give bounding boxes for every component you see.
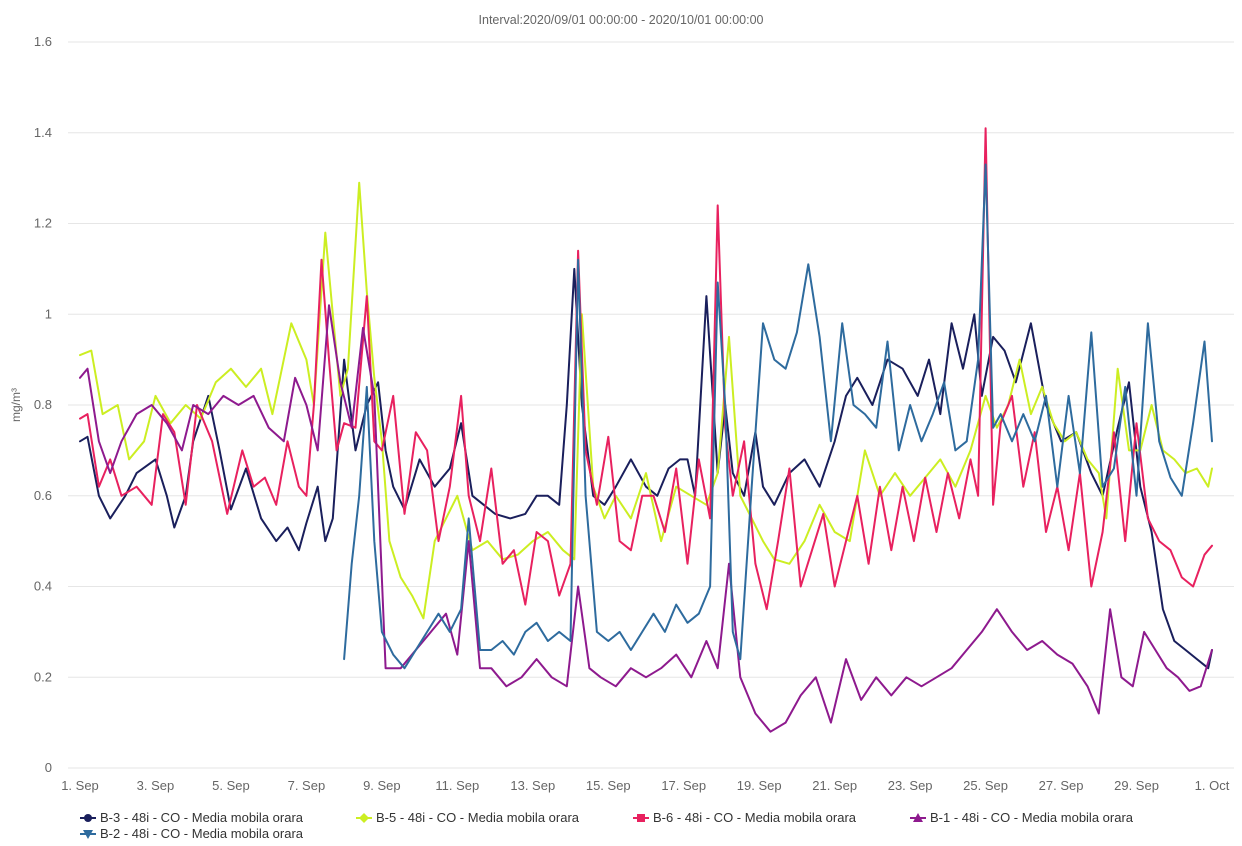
x-tick-label: 3. Sep [137,778,175,793]
legend-item-1[interactable]: B-3 - 48i - CO - Media mobila orara [80,810,304,825]
x-tick-label: 9. Sep [363,778,401,793]
y-tick-label: 1.6 [34,34,52,49]
legend-label: B-5 - 48i - CO - Media mobila orara [376,810,580,825]
x-tick-label: 1. Sep [61,778,99,793]
series-lines [79,127,1213,733]
y-tick-label: 1 [45,306,52,321]
x-tick-label: 29. Sep [1114,778,1159,793]
x-tick-label: 25. Sep [963,778,1008,793]
legend-item-2[interactable]: B-5 - 48i - CO - Media mobila orara [356,810,580,825]
legend-marker-triangle [913,813,923,822]
legend-marker-diamond [359,813,369,823]
legend-marker-circle [84,814,92,822]
series-line-5 [343,163,1213,670]
x-tick-label: 23. Sep [888,778,933,793]
x-tick-label: 1. Oct [1195,778,1230,793]
x-tick-label: 21. Sep [812,778,857,793]
x-tick-label: 15. Sep [586,778,631,793]
x-axis-ticks: 1. Sep 3. Sep 5. Sep 7. Sep 9. Sep 11. Sep 13.… [61,778,1230,793]
x-tick-label: 13. Sep [510,778,555,793]
series-line-1 [79,267,1213,670]
x-tick-label: 5. Sep [212,778,250,793]
series-line-2 [79,181,1213,620]
legend-label: B-1 - 48i - CO - Media mobila orara [930,810,1134,825]
x-tick-label: 27. Sep [1039,778,1084,793]
series-line-4 [79,304,1213,733]
y-axis-label: mg/m³ [9,388,23,422]
y-tick-label: 0.4 [34,579,52,594]
y-axis-ticks: 0 0.2 0.4 0.6 0.8 1 1.2 1.4 1.6 [34,34,52,775]
legend-label: B-2 - 48i - CO - Media mobila orara [100,826,304,841]
gridlines [68,41,1234,769]
x-tick-label: 17. Sep [661,778,706,793]
y-tick-label: 0.8 [34,397,52,412]
y-tick-label: 0.2 [34,669,52,684]
legend-marker-square [637,814,645,822]
y-tick-label: 0 [45,760,52,775]
legend[interactable]: B-3 - 48i - CO - Media mobila orara B-5 -… [80,810,1134,841]
y-tick-label: 1.2 [34,216,52,231]
x-tick-label: 11. Sep [435,778,479,793]
chart-title: Interval:2020/09/01 00:00:00 - 2020/10/0… [479,13,764,27]
y-tick-label: 0.6 [34,488,52,503]
x-tick-label: 7. Sep [288,778,326,793]
y-tick-label: 1.4 [34,125,52,140]
legend-item-5[interactable]: B-2 - 48i - CO - Media mobila orara [80,826,304,841]
legend-item-3[interactable]: B-6 - 48i - CO - Media mobila orara [633,810,857,825]
legend-marker-triangle-down [83,830,93,839]
legend-label: B-6 - 48i - CO - Media mobila orara [653,810,857,825]
x-tick-label: 19. Sep [737,778,782,793]
series-line-3 [79,127,1213,611]
legend-label: B-3 - 48i - CO - Media mobila orara [100,810,304,825]
legend-item-4[interactable]: B-1 - 48i - CO - Media mobila orara [910,810,1134,825]
